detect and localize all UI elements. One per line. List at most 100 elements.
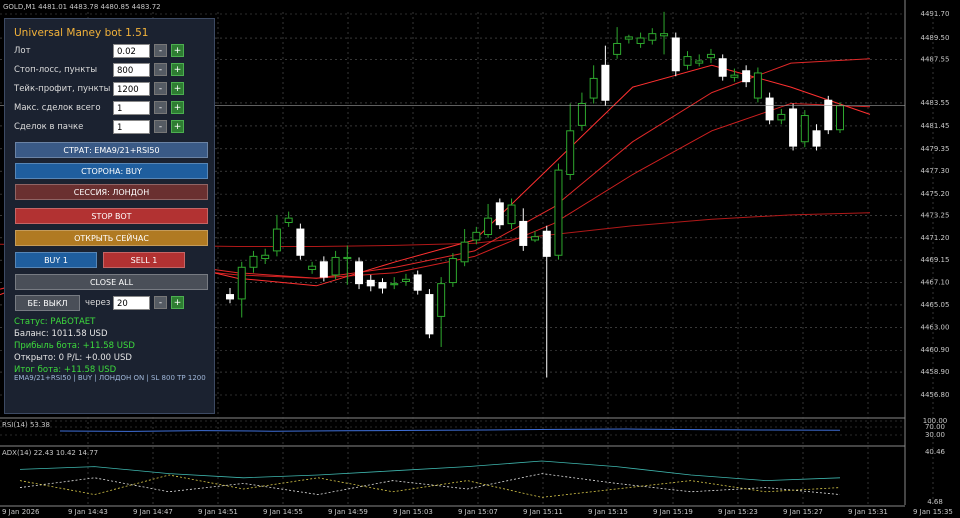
- plus-button[interactable]: +: [171, 82, 184, 95]
- y-tick-label: 4481.45: [921, 122, 950, 130]
- plus-button[interactable]: +: [171, 296, 184, 309]
- input-label: Лот: [14, 46, 31, 56]
- sell-button[interactable]: SELL 1: [103, 252, 185, 268]
- rsi-label: RSI(14) 53.38: [2, 421, 50, 429]
- x-tick-label: 9 Jan 15:27: [783, 508, 823, 516]
- candle-body: [648, 33, 657, 41]
- y-tick-label: 4465.05: [921, 301, 950, 309]
- input-label: Тейк-профит, пункты: [14, 84, 111, 94]
- y-tick-label: 4491.70: [921, 10, 950, 18]
- y-tick-label: 4487.55: [921, 55, 950, 63]
- x-tick-label: 9 Jan 15:31: [848, 508, 888, 516]
- candle-body: [824, 99, 833, 131]
- input-label: Макс. сделок всего: [14, 103, 101, 113]
- y-tick-label: 4463.00: [921, 323, 950, 331]
- candle-body: [390, 283, 399, 286]
- x-tick-label: 9 Jan 2026: [2, 508, 40, 516]
- adx-label: ADX(14) 22.43 10.42 14.77: [2, 449, 98, 457]
- candle-body: [683, 56, 692, 66]
- candle-body: [448, 258, 457, 284]
- minus-button[interactable]: -: [154, 101, 167, 114]
- button-stop[interactable]: STOP BOT: [15, 208, 208, 224]
- be-input[interactable]: 20: [113, 296, 150, 310]
- x-tick-label: 9 Jan 15:11: [523, 508, 563, 516]
- candle-body: [777, 113, 786, 121]
- y-tick-label: 4467.10: [921, 279, 950, 287]
- candle-body: [507, 204, 516, 225]
- input-field[interactable]: 1: [113, 101, 150, 115]
- input-field[interactable]: 1200: [113, 82, 150, 96]
- plus-button[interactable]: +: [171, 101, 184, 114]
- candle-body: [730, 74, 739, 78]
- button-open-now[interactable]: ОТКРЫТЬ СЕЙЧАС: [15, 230, 208, 246]
- candle-body: [577, 103, 586, 126]
- candle-body: [601, 64, 610, 101]
- y-tick-label: 4473.25: [921, 211, 950, 219]
- candle-body: [437, 283, 446, 317]
- candle-body: [249, 255, 258, 268]
- candle-body: [789, 108, 798, 147]
- y-tick-label: 4469.15: [921, 256, 950, 264]
- button-side[interactable]: СТОРОНА: BUY: [15, 163, 208, 179]
- candle-body: [566, 130, 575, 175]
- candle-body: [531, 236, 539, 241]
- candle-body: [554, 169, 563, 256]
- candle-body: [261, 254, 270, 260]
- candle-body: [495, 202, 504, 226]
- input-field[interactable]: 1: [113, 120, 150, 134]
- minus-button[interactable]: -: [154, 63, 167, 76]
- plus-button[interactable]: +: [171, 63, 184, 76]
- candle-body: [800, 115, 809, 143]
- adx-line: [19, 460, 841, 481]
- candle-body: [413, 274, 422, 291]
- plus-button[interactable]: +: [171, 44, 184, 57]
- y-tick-label: 4460.90: [921, 346, 950, 354]
- buy-button[interactable]: BUY 1: [15, 252, 97, 268]
- minus-button[interactable]: -: [154, 44, 167, 57]
- candle-body: [237, 266, 246, 300]
- panel-title: Universal Maney bot 1.51: [14, 27, 149, 39]
- candle-body: [812, 130, 821, 147]
- minus-button[interactable]: -: [154, 296, 167, 309]
- input-label: Сделок в пачке: [14, 122, 84, 132]
- x-tick-label: 9 Jan 15:19: [653, 508, 693, 516]
- button-strategy[interactable]: СТРАТ: EMA9/21+RSI50: [15, 142, 208, 158]
- be-button[interactable]: БЕ: ВЫКЛ: [15, 295, 80, 311]
- candle-body: [542, 230, 551, 257]
- candle-body: [284, 217, 293, 224]
- x-tick-label: 9 Jan 15:35: [913, 508, 953, 516]
- x-tick-label: 9 Jan 15:15: [588, 508, 628, 516]
- y-tick-label: 4477.30: [921, 167, 950, 175]
- candle-body: [624, 36, 633, 40]
- bot-panel: Universal Maney bot 1.51 Лот 0.02- + Стоп-л…: [4, 18, 215, 414]
- x-tick-label: 9 Jan 15:23: [718, 508, 758, 516]
- candle-body: [836, 105, 844, 131]
- candle-body: [613, 42, 622, 55]
- adx-tick-label: 40.46: [925, 448, 946, 456]
- input-field[interactable]: 800: [113, 63, 150, 77]
- symbol-header: GOLD,M1 4481.01 4483.78 4480.85 4483.72: [3, 3, 161, 11]
- minus-button[interactable]: -: [154, 120, 167, 133]
- input-label: Стоп-лосс, пункты: [14, 65, 98, 75]
- rsi-tick-label: 70.00: [925, 423, 945, 431]
- x-tick-label: 9 Jan 14:43: [68, 508, 108, 516]
- status-line: Прибыль бота: +11.58 USD: [14, 341, 135, 351]
- input-field[interactable]: 0.02: [113, 44, 150, 58]
- x-tick-label: 9 Jan 14:55: [263, 508, 303, 516]
- candle-body: [366, 279, 375, 287]
- minus-button[interactable]: -: [154, 82, 167, 95]
- status-line: Статус: РАБОТАЕТ: [14, 317, 96, 327]
- candle-body: [319, 261, 328, 278]
- plus-button[interactable]: +: [171, 120, 184, 133]
- y-tick-label: 4458.90: [921, 368, 950, 376]
- candle-body: [331, 256, 340, 276]
- candle-body: [742, 70, 751, 83]
- close-all-button[interactable]: CLOSE ALL: [15, 274, 208, 290]
- candle-body: [589, 77, 598, 99]
- candle-body: [425, 294, 434, 335]
- candle-body: [355, 261, 364, 285]
- candle-body: [695, 60, 704, 64]
- x-tick-label: 9 Jan 14:51: [198, 508, 238, 516]
- via-label: через: [85, 298, 111, 308]
- button-session[interactable]: СЕССИЯ: ЛОНДОН: [15, 184, 208, 200]
